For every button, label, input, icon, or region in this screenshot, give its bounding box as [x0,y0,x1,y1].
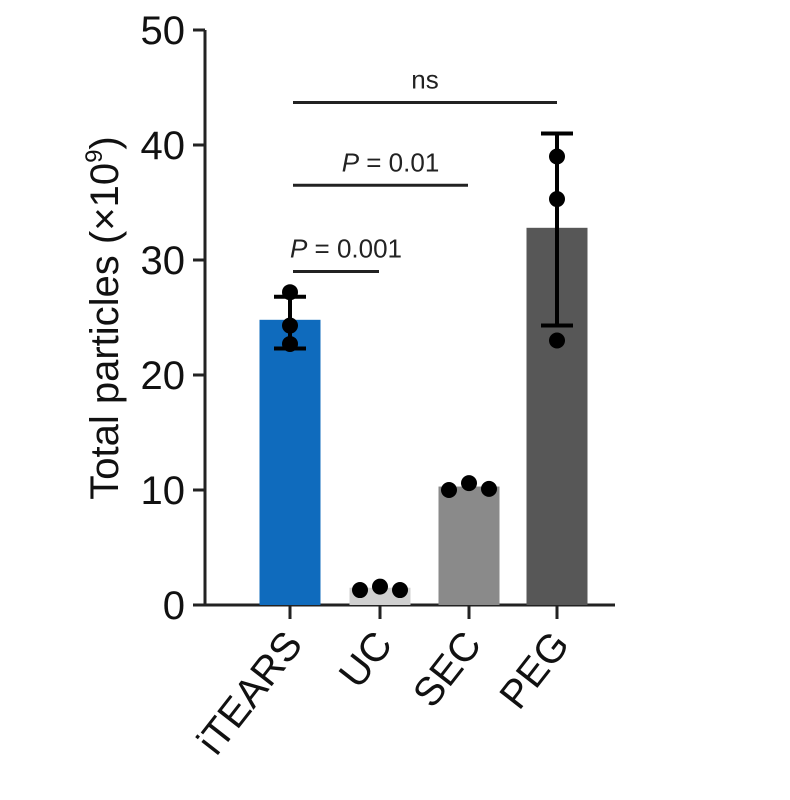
data-point [372,578,388,595]
significance-label: P = 0.001 [290,234,402,264]
y-tick-label: 40 [141,124,186,168]
significance-label: P = 0.01 [342,147,440,177]
y-tick-label: 30 [141,239,186,283]
data-point [441,482,457,498]
data-point [282,317,298,334]
data-point [352,582,368,599]
data-point [481,480,497,497]
x-tick-label: iTEARS [189,623,311,762]
y-axis-label: Total particles (×109) [81,136,127,500]
significance-label: ns [411,64,438,94]
data-point [392,582,408,599]
x-tick-label: UC [331,623,401,696]
y-tick-label: 10 [141,469,186,513]
data-point [282,335,298,352]
data-point [549,332,565,349]
data-point [549,148,565,165]
data-point [461,475,477,492]
y-tick-label: 0 [163,584,185,628]
bar-iTEARS [259,319,321,605]
x-tick-label: SEC [405,623,490,715]
x-tick-label: PEG [491,623,578,717]
bar-SEC [438,486,500,605]
y-tick-label: 20 [141,354,186,398]
data-point [549,191,565,208]
y-tick-label: 50 [141,9,186,53]
data-point [282,284,298,301]
